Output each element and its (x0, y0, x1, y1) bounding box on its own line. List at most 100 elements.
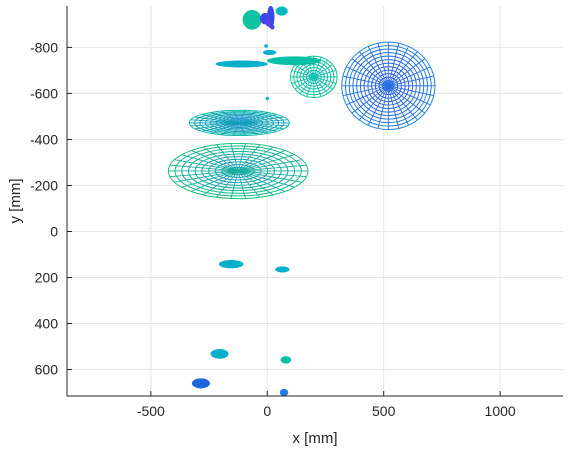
wireframe-spoke (291, 70, 314, 78)
wireframe-spoke (221, 122, 240, 136)
plot-area (167, 6, 436, 396)
wireframe-spoke (169, 164, 239, 172)
wireframe-spoke (238, 122, 246, 136)
wireframe-spoke (306, 76, 315, 97)
wireframe-spoke (313, 76, 328, 94)
wireframe-spoke (237, 170, 286, 192)
wireframe-spoke (202, 146, 239, 172)
wireframe-spoke (239, 116, 284, 124)
wireframe-disc (341, 41, 436, 131)
y-tick-label: 200 (35, 270, 59, 286)
wireframe-spoke (239, 110, 258, 124)
wireframe-spoke (216, 170, 239, 198)
ellipsoid-marker (279, 388, 289, 396)
wireframe-spoke (202, 170, 239, 196)
wireframe-spoke (239, 122, 258, 136)
x-tick-label: 0 (263, 403, 271, 419)
wireframe-spoke (194, 116, 240, 124)
wireframe-spoke (237, 150, 286, 172)
wireframe-spoke (238, 110, 246, 124)
wireframe-spoke (210, 122, 240, 134)
wireframe-spoke (239, 122, 284, 130)
wireframe-spoke (358, 51, 389, 87)
wireframe-spoke (313, 76, 337, 84)
axes: -500 0 500 1000 -800 -600 -400 -200 0 200 400 600 (30, 6, 563, 419)
wireframe-spoke (388, 85, 434, 97)
wireframe-spoke (388, 51, 418, 87)
wireframe-spoke (237, 170, 274, 196)
wireframe-spoke (201, 122, 240, 132)
wireframe-spoke (367, 85, 389, 126)
y-tick-label: 400 (35, 316, 59, 332)
wireframe-spoke (238, 154, 295, 172)
wireframe-spoke (388, 75, 434, 87)
ellipsoid-marker (265, 19, 272, 27)
wireframe-spoke (238, 170, 303, 183)
ellipsoid-marker (275, 266, 290, 273)
wireframe-spoke (387, 85, 400, 129)
wireframe-spoke (237, 146, 274, 172)
ellipsoid-marker (270, 24, 275, 30)
wireframe-spoke (239, 114, 277, 124)
ellipsoid-marker (242, 9, 262, 30)
y-tick-label: 600 (35, 362, 59, 378)
wireframe-spoke (388, 85, 431, 106)
wireframe-spoke (181, 170, 239, 188)
wireframe-disc (188, 109, 290, 137)
wireframe-spoke (342, 85, 389, 97)
ellipsoid-marker (267, 56, 322, 66)
wireframe-spoke (387, 43, 400, 86)
wireframe-spoke (221, 110, 240, 124)
wireframe-spoke (342, 75, 389, 87)
wireframe-spoke (174, 159, 239, 172)
wireframe-spoke (367, 46, 389, 87)
y-axis-label: y [mm] (7, 179, 24, 224)
wireframe-spoke (232, 110, 240, 124)
ellipsoid-marker (191, 378, 210, 389)
ellipsoid-marker (262, 49, 277, 56)
wireframe-spoke (387, 46, 409, 87)
wireframe-spoke (313, 70, 337, 78)
ellipsoid-marker (265, 96, 270, 101)
ellipsoid-marker (215, 60, 268, 68)
wireframe-spoke (313, 59, 328, 78)
x-tick-label: 1000 (485, 403, 516, 419)
wireframe-spoke (174, 170, 239, 183)
wireframe-spoke (388, 58, 426, 87)
x-tick-label: 500 (372, 403, 396, 419)
wireframe-spoke (238, 170, 307, 178)
wireframe-spoke (388, 66, 431, 87)
wireframe-spoke (313, 64, 333, 78)
wireframe-spoke (294, 76, 315, 90)
wireframe-spoke (201, 114, 240, 124)
wireframe-spoke (237, 144, 261, 172)
wireframe-spoke (191, 150, 239, 172)
wireframe-spoke (294, 64, 315, 78)
wireframe-spoke (346, 66, 389, 87)
wireframe-spoke (377, 43, 389, 86)
wireframe-spoke (238, 170, 295, 188)
x-axis-label: x [mm] (293, 430, 338, 447)
y-tick-label: 0 (50, 223, 58, 239)
y-tick-label: -600 (30, 85, 58, 101)
ellipsoid-marker (275, 6, 288, 16)
wireframe-spoke (291, 76, 314, 84)
wireframe-spoke (299, 76, 315, 94)
ellipsoid-marker (280, 356, 292, 364)
wireframe-spoke (238, 159, 303, 172)
wireframe-disc (290, 55, 338, 99)
wireframe-spoke (194, 122, 240, 130)
wireframe-spoke (216, 144, 239, 172)
y-tick-label: -200 (30, 177, 58, 193)
wireframe-spoke (230, 170, 239, 199)
wireframe-spoke (388, 85, 418, 121)
wireframe-spoke (237, 170, 261, 198)
wireframe-spoke (239, 122, 277, 132)
ellipsoid-marker (218, 259, 244, 269)
wireframe-spoke (230, 143, 239, 172)
ellipsoid-marker (210, 349, 229, 359)
y-tick-label: -800 (30, 39, 58, 55)
wireframe-spoke (313, 76, 333, 90)
wireframe-spoke (387, 85, 409, 126)
